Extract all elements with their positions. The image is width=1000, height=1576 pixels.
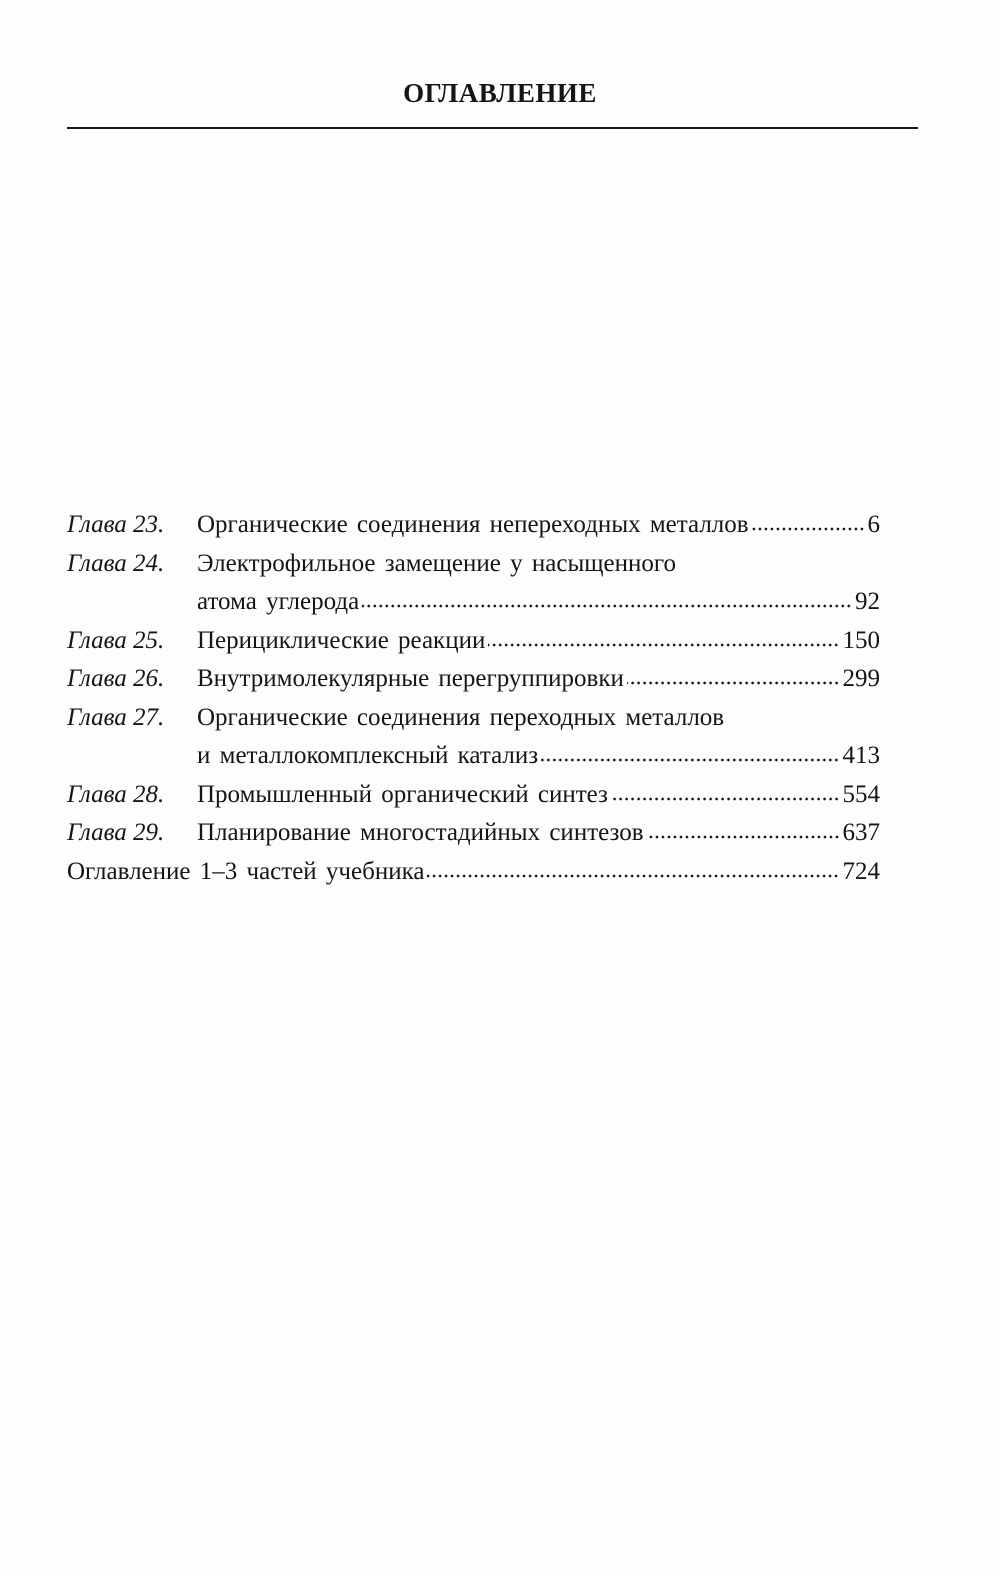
dot-leader	[541, 757, 840, 763]
chapter-label: Глава 28.	[67, 780, 165, 808]
chapter-title: Электрофильное замещение у насыщенного	[197, 549, 676, 577]
chapter-label: Глава 24.	[67, 549, 165, 577]
page-title: ОГЛАВЛЕНИЕ	[403, 78, 597, 108]
dot-leader	[427, 872, 840, 879]
dot-leader	[626, 680, 840, 686]
page-number: 413	[842, 742, 881, 769]
chapter-label: Глава 23.	[67, 511, 165, 538]
dot-leader	[610, 795, 840, 802]
chapter-title: Органические соединения переходных метал…	[197, 703, 725, 731]
toc-entry[interactable]: Глава 28. Промышленный органический синт…	[67, 776, 880, 815]
dot-leader	[646, 834, 840, 840]
page-number: 299	[842, 665, 881, 692]
chapter-title: Промышленный органический синтез	[197, 780, 608, 808]
page-number: 6	[867, 511, 881, 538]
toc-entry[interactable]: Глава 25. Перициклические реакции 150	[67, 622, 880, 661]
page-number: 554	[842, 780, 881, 808]
chapter-label: Глава 27.	[67, 703, 165, 731]
chapter-label: Глава 25.	[67, 626, 165, 654]
dot-leader	[362, 603, 852, 609]
toc-entry-appendix[interactable]: Оглавление 1–3 частей учебника 724	[67, 853, 880, 892]
title-rule	[67, 127, 918, 129]
page-number: 92	[855, 588, 880, 615]
dot-leader	[488, 641, 840, 648]
page-number: 724	[842, 857, 881, 885]
dot-leader	[751, 526, 865, 532]
toc-entry[interactable]: Глава 24. Электрофильное замещение у нас…	[67, 545, 880, 622]
toc-entry[interactable]: Глава 27. Органические соединения перехо…	[67, 699, 880, 776]
chapter-title-cont: атома углерода	[197, 588, 360, 615]
chapter-label: Глава 29.	[67, 819, 165, 846]
chapter-label: Глава 26.	[67, 665, 165, 692]
chapter-title: Органические соединения непереходных мет…	[197, 511, 749, 538]
chapter-title: Внутримолекулярные перегруппировки	[197, 665, 624, 692]
chapter-title: Планирование многостадийных синтезов	[197, 819, 644, 846]
toc-entry[interactable]: Глава 26. Внутримолекулярные перегруппир…	[67, 660, 880, 699]
chapter-title-cont: и металлокомплексный катализ	[197, 742, 539, 769]
appendix-title: Оглавление 1–3 частей учебника	[67, 857, 425, 885]
toc-entry[interactable]: Глава 29. Планирование многостадийных си…	[67, 814, 880, 853]
page-number: 150	[842, 626, 881, 654]
page-number: 637	[842, 819, 881, 846]
table-of-contents: Глава 23. Органические соединения непере…	[67, 506, 880, 891]
chapter-title: Перициклические реакции	[197, 626, 486, 654]
toc-entry[interactable]: Глава 23. Органические соединения непере…	[67, 506, 880, 545]
